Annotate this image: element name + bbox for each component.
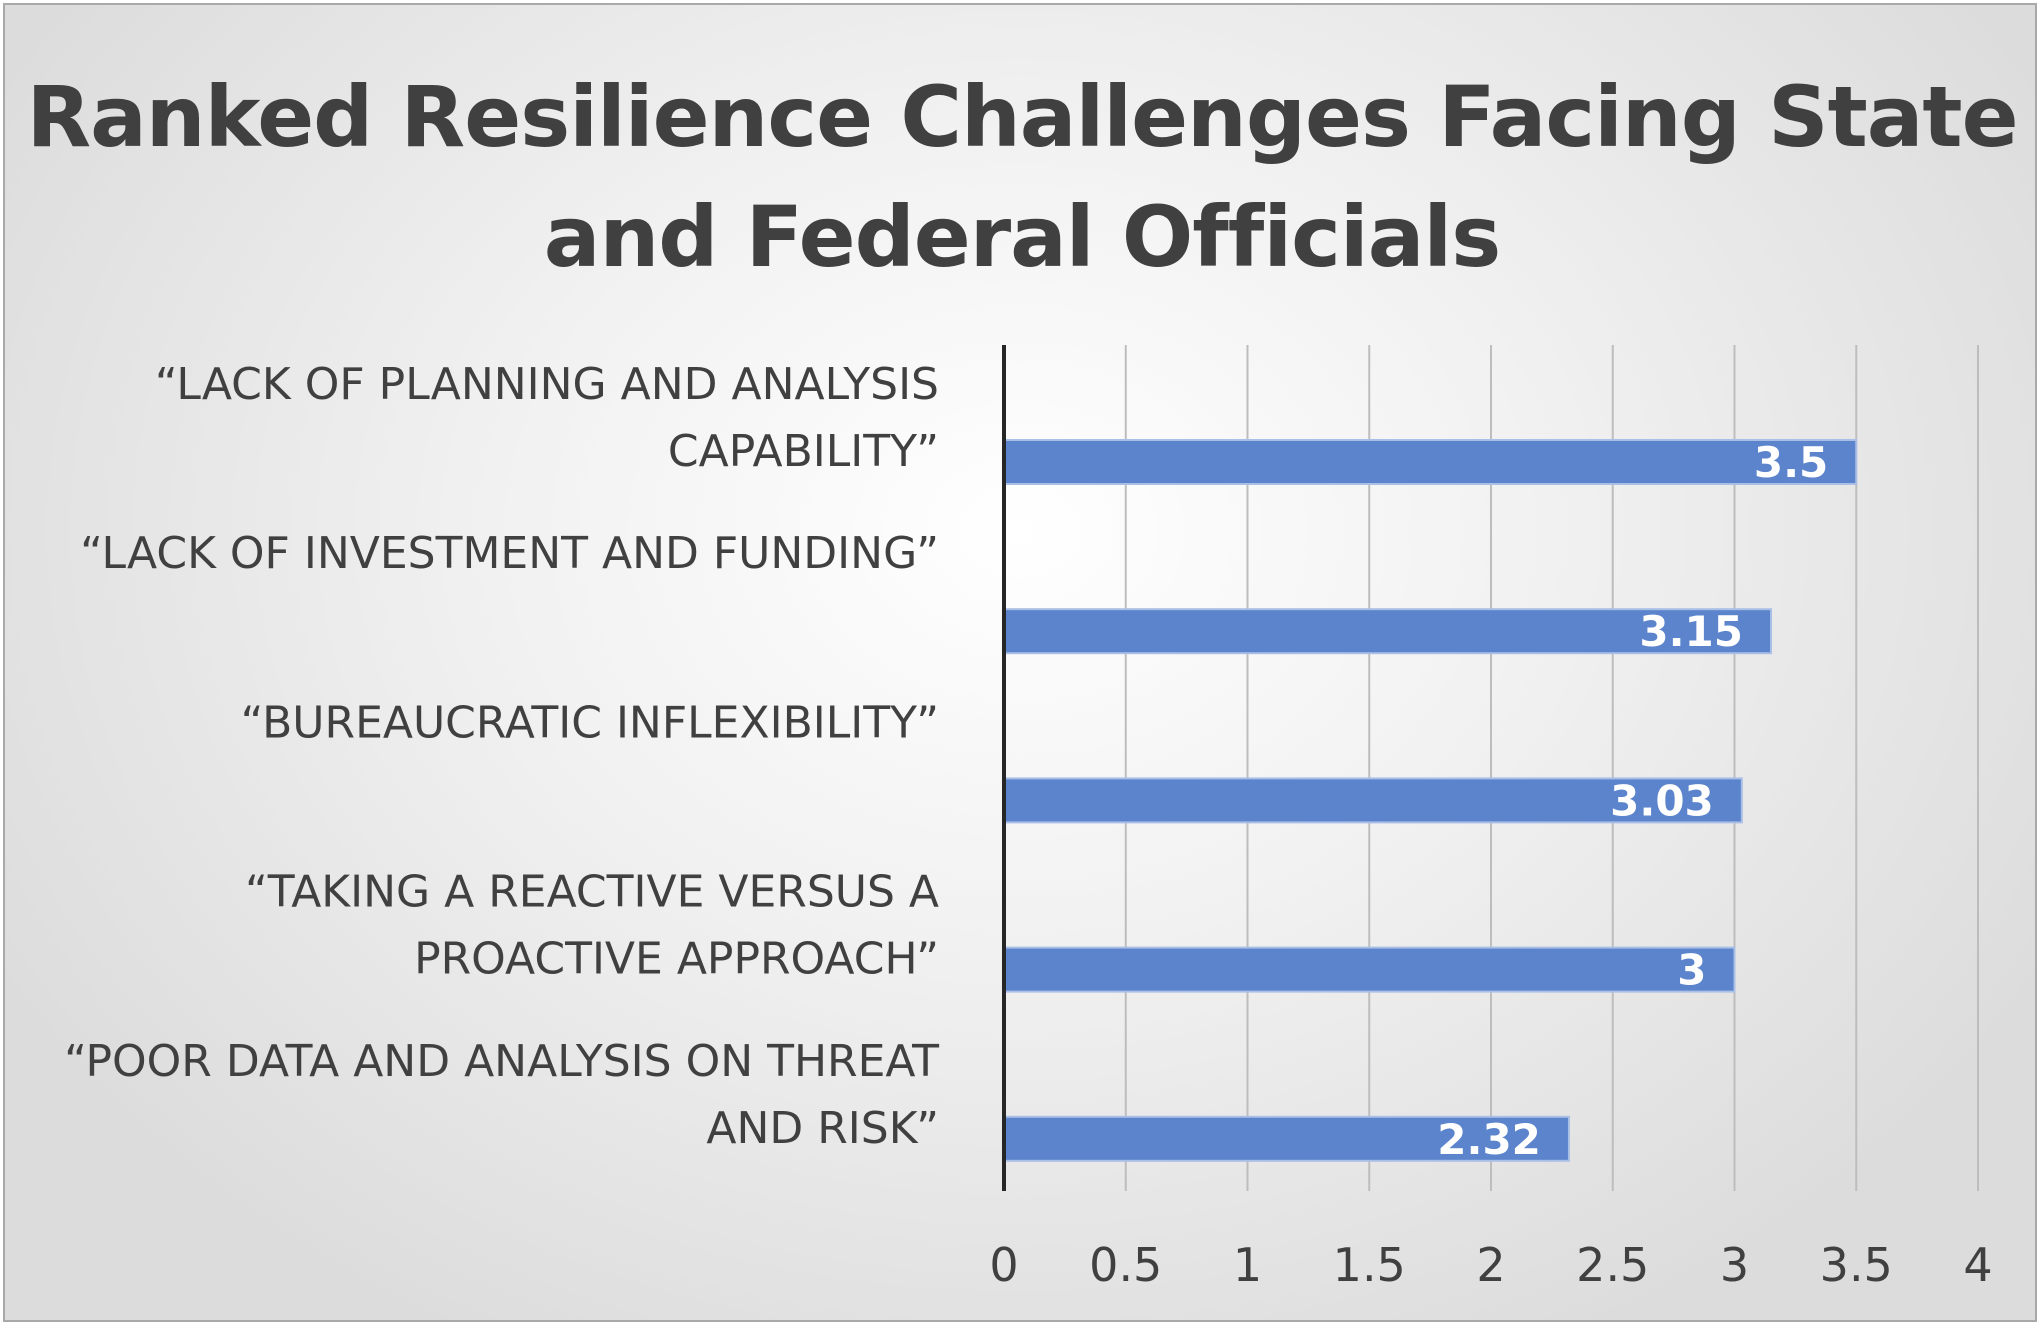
data-label-1: 3.5 [1754, 438, 1828, 487]
category-label-4-line-2: PROACTIVE APPROACH” [414, 934, 939, 985]
x-tick-label-4: 4 [1963, 1238, 1992, 1292]
bar-1[interactable] [1003, 439, 1858, 485]
x-axis-tick-labels: 0 0.5 1 1.5 2 2.5 3 3.5 4 [989, 1238, 1992, 1292]
category-label-1-line-2: CAPABILITY” [668, 426, 939, 477]
chart-frame: Ranked Resilience Challenges Facing Stat… [3, 3, 2037, 1322]
data-label-3: 3.03 [1610, 776, 1714, 825]
category-label-4-line-1: “TAKING A REACTIVE VERSUS A [245, 867, 939, 918]
bar-2[interactable] [1003, 608, 1773, 655]
data-label-5: 2.32 [1437, 1115, 1541, 1164]
category-label-3-line-1: “BUREAUCRATIC INFLEXIBILITY” [241, 697, 939, 748]
x-tick-label-0.5: 0.5 [1089, 1238, 1162, 1292]
category-label-5-line-2: AND RISK” [706, 1103, 939, 1154]
x-tick-label-2.5: 2.5 [1576, 1238, 1649, 1292]
category-label-1-line-1: “LACK OF PLANNING AND ANALYSIS [155, 359, 939, 410]
data-labels: 3.5 3.15 3.03 3 2.32 [1437, 438, 1828, 1164]
category-label-2-line-1: “LACK OF INVESTMENT AND FUNDING” [80, 528, 939, 579]
grid-lines [1124, 345, 1979, 1191]
category-label-1: “LACK OF PLANNING AND ANALYSIS CAPABILITY… [155, 359, 939, 477]
x-tick-label-0: 0 [989, 1238, 1018, 1292]
x-tick-label-2: 2 [1476, 1238, 1505, 1292]
x-tick-label-1: 1 [1233, 1238, 1262, 1292]
category-label-5-line-1: “POOR DATA AND ANALYSIS ON THREAT [64, 1036, 939, 1087]
bars [1003, 439, 1858, 1162]
bar-chart: “LACK OF PLANNING AND ANALYSIS CAPABILITY… [64, 345, 1993, 1292]
x-tick-label-3: 3 [1720, 1238, 1749, 1292]
category-label-4: “TAKING A REACTIVE VERSUS A PROACTIVE APP… [245, 867, 939, 985]
category-label-2: “LACK OF INVESTMENT AND FUNDING” [80, 528, 939, 579]
bar-4[interactable] [1003, 946, 1736, 993]
category-label-5: “POOR DATA AND ANALYSIS ON THREAT AND RIS… [64, 1036, 939, 1154]
category-label-3: “BUREAUCRATIC INFLEXIBILITY” [241, 697, 939, 748]
data-label-2: 3.15 [1639, 607, 1743, 656]
chart-title: Ranked Resilience Challenges Facing Stat… [26, 68, 2018, 286]
x-tick-label-1.5: 1.5 [1333, 1238, 1406, 1292]
bar-5[interactable] [1003, 1115, 1570, 1162]
data-label-4: 3 [1677, 946, 1706, 995]
x-tick-label-3.5: 3.5 [1820, 1238, 1893, 1292]
category-labels: “LACK OF PLANNING AND ANALYSIS CAPABILITY… [64, 359, 939, 1154]
